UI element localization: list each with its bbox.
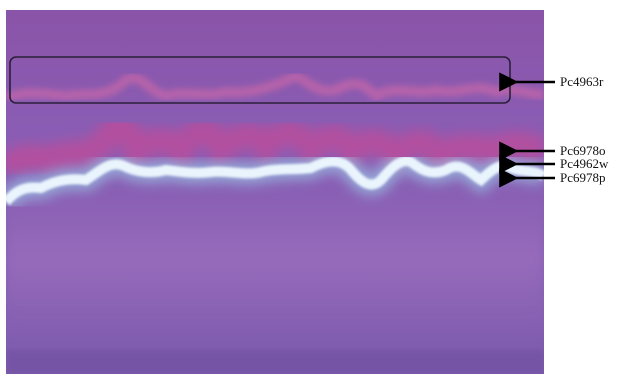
gel-bottom-edge [6,350,544,374]
gel-image [6,10,544,374]
label-pc4962w: Pc4962w [560,156,609,171]
label-pc6978o: Pc6978o [560,143,606,158]
label-pc6978p: Pc6978p [560,170,606,185]
upper-faint-band [6,70,544,103]
pink-band-upper [6,114,544,179]
lane-smear [6,190,544,340]
bright-band-core [6,156,544,206]
label-pc4963r: Pc4963r [560,74,604,89]
